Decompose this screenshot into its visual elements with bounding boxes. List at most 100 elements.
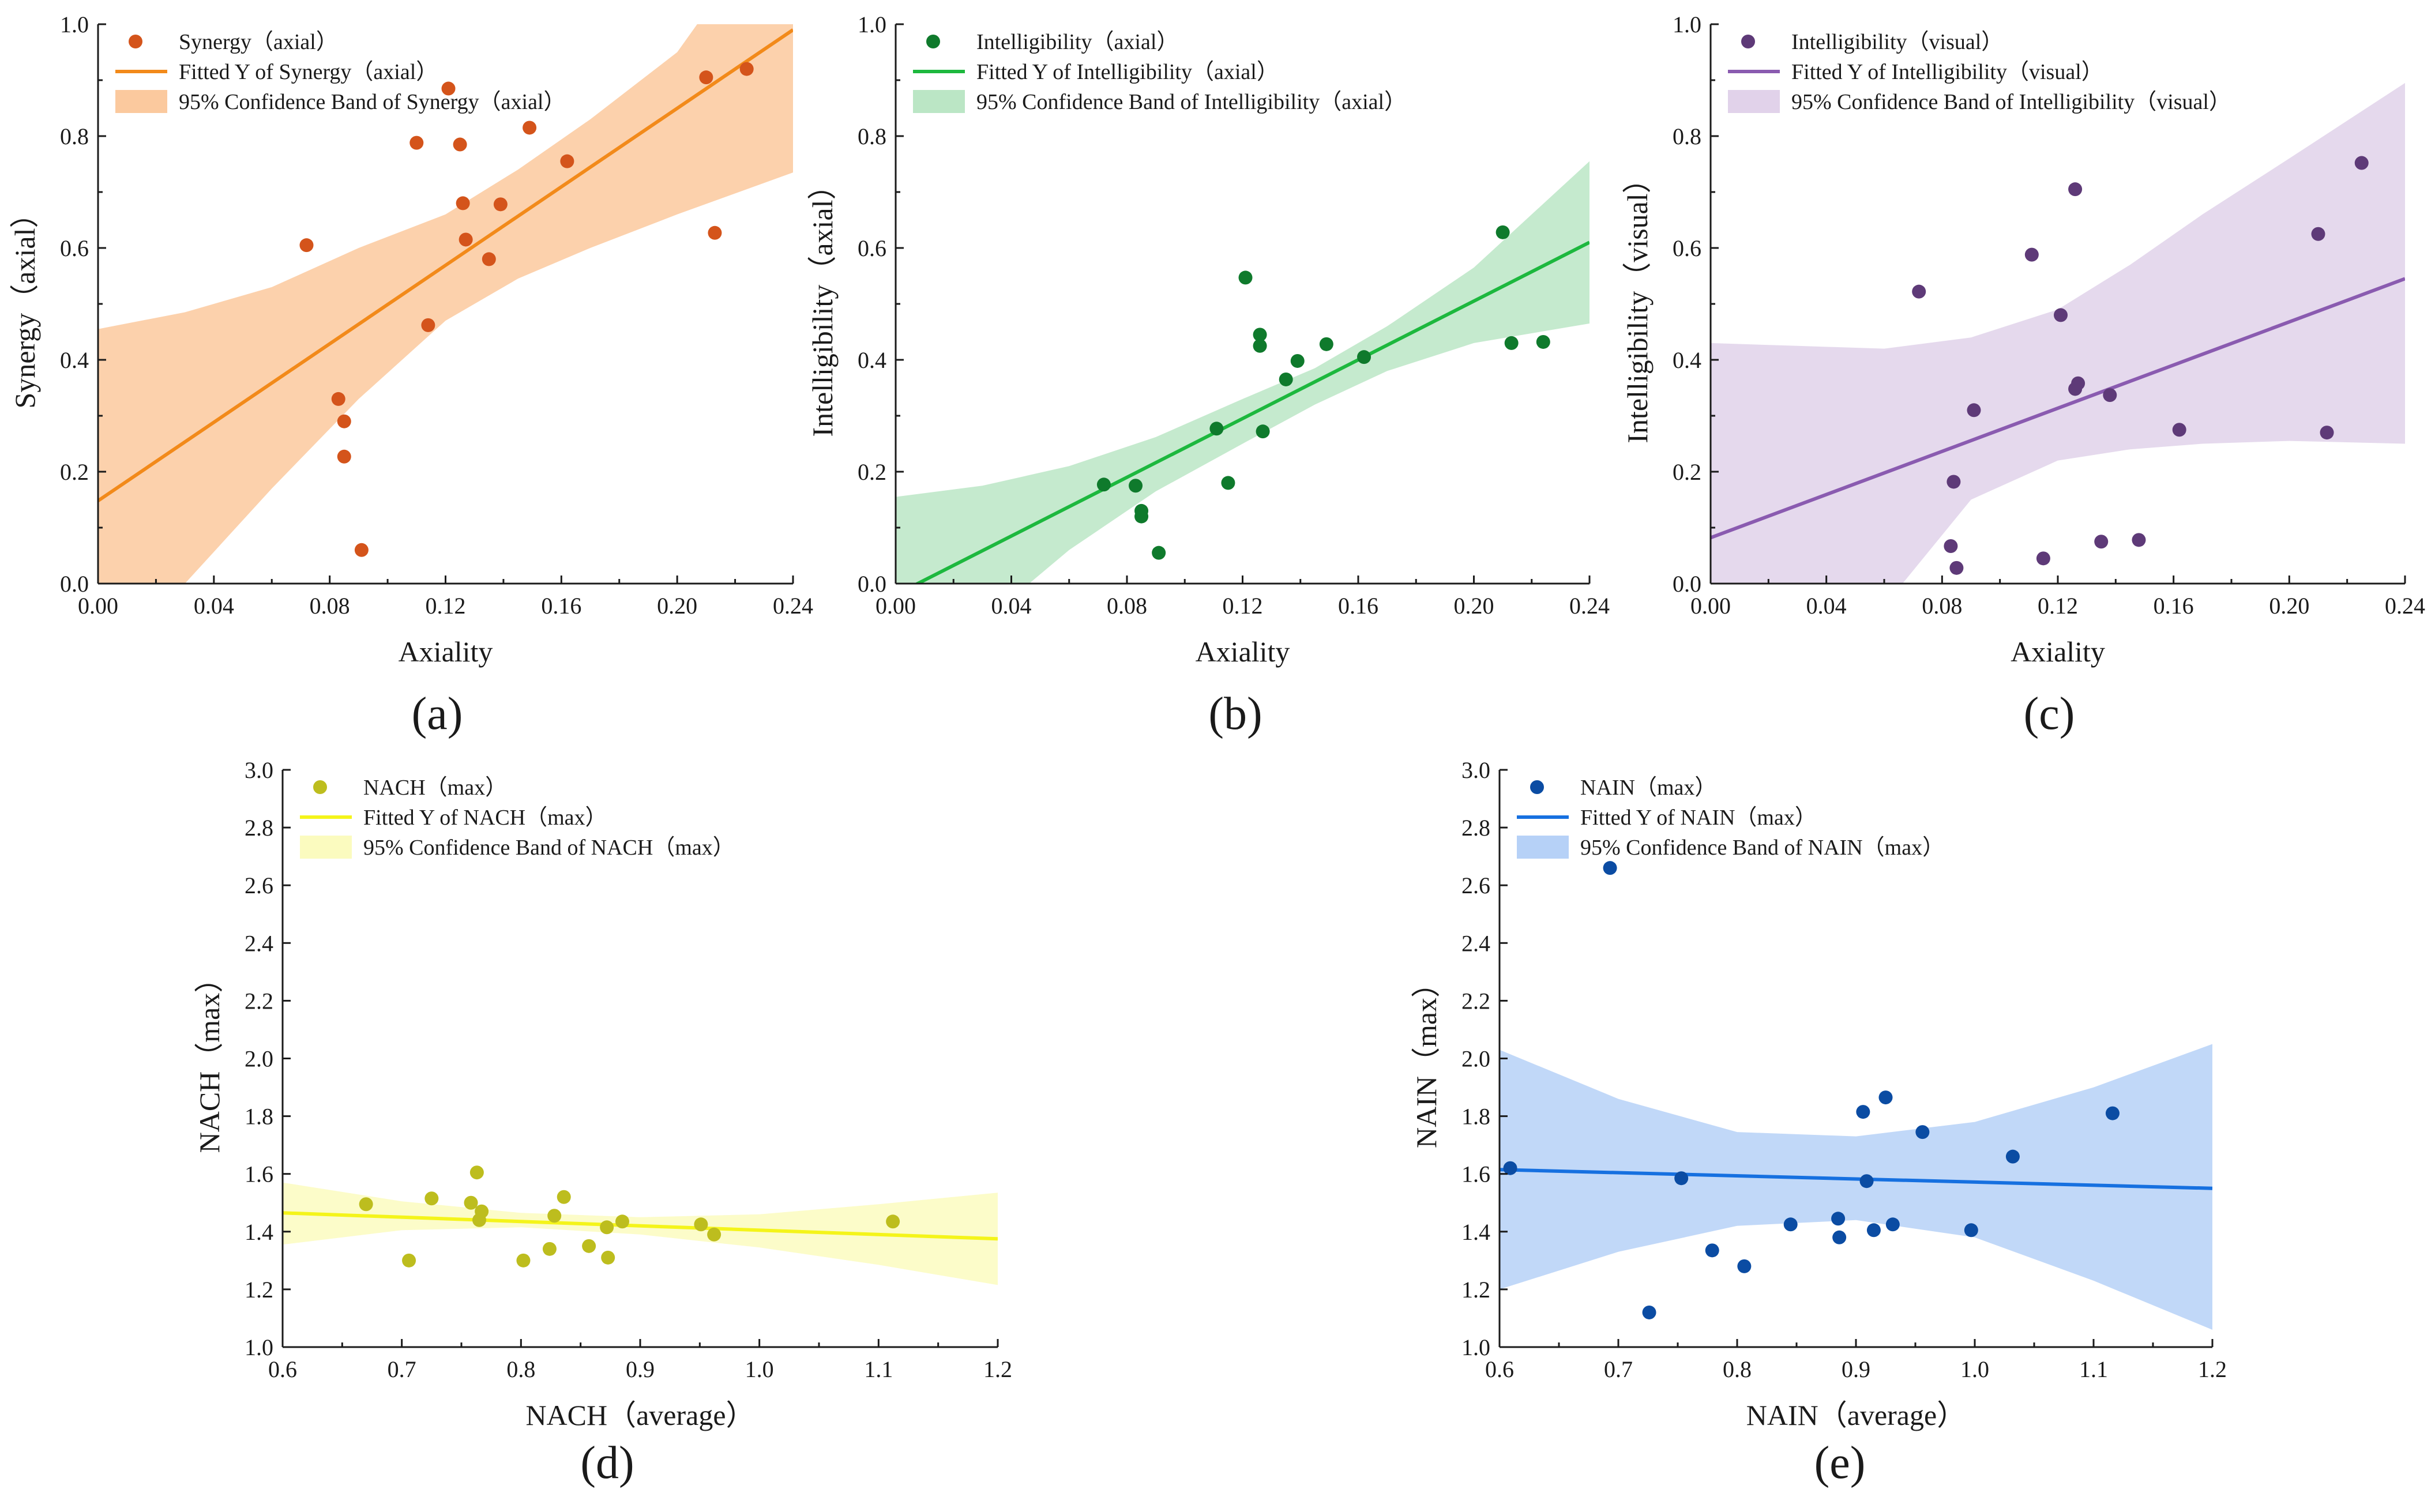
data-point-b — [1536, 334, 1550, 349]
fitted-line-b — [914, 240, 1589, 584]
x-tick-label-c: 0.24 — [2385, 593, 2425, 619]
y-tick-label-b: 0.6 — [858, 235, 886, 261]
confidence-band-e — [1500, 1044, 2212, 1330]
data-point-c — [1967, 403, 1981, 418]
x-tick-label-a: 0.04 — [194, 593, 234, 619]
panel-d: 0.6 0.7 0.8 0.9 1.0 1.1 1.2 1.0 1.2 1.4 1.6 1.8 2.0 2… — [193, 757, 1012, 1488]
data-point-c — [2132, 533, 2146, 547]
data-point-a — [560, 154, 574, 168]
x-tick-label-b: 0.16 — [1338, 593, 1378, 619]
x-tick-label-c: 0.20 — [2269, 593, 2309, 619]
confidence-band-b — [896, 161, 1589, 584]
legend-label-points: Synergy（axial） — [179, 30, 338, 54]
x-tick-label-e: 1.0 — [1960, 1356, 1989, 1382]
x-tick-label-e: 0.8 — [1723, 1356, 1752, 1382]
y-tick-label-d: 1.8 — [245, 1104, 273, 1130]
legend-label-fit: Fitted Y of NAIN（max） — [1580, 806, 1817, 830]
x-axis-label-c: Axiality — [2011, 635, 2105, 668]
y-tick-label-d: 2.2 — [245, 988, 273, 1014]
data-point-d — [886, 1214, 900, 1229]
legend-label-band: 95% Confidence Band of Synergy（axial） — [179, 90, 566, 114]
legend-label-band: 95% Confidence Band of Intelligibility（v… — [1791, 90, 2231, 114]
data-point-c — [2320, 426, 2334, 440]
y-tick-label-d: 2.8 — [245, 815, 273, 841]
data-point-a — [354, 543, 369, 557]
data-point-d — [469, 1165, 484, 1180]
x-tick-label-b: 0.12 — [1223, 593, 1263, 619]
legend-label-band: 95% Confidence Band of NACH（max） — [363, 836, 735, 860]
confidence-band-a — [98, 24, 793, 584]
panel-label-c: (c) — [2024, 689, 2075, 739]
data-point-d — [601, 1250, 615, 1265]
data-point-b — [1290, 353, 1305, 368]
data-point-d — [359, 1197, 373, 1212]
data-point-b — [1209, 422, 1224, 436]
data-point-a — [337, 449, 351, 464]
plot-area-b — [896, 161, 1589, 584]
y-tick-label-e: 2.4 — [1461, 930, 1490, 956]
panel-label-a: (a) — [412, 689, 463, 739]
x-axis-label-b: Axiality — [1196, 635, 1290, 668]
panel-e: 0.6 0.7 0.8 0.9 1.0 1.1 1.2 1.0 1.2 1.4 1.6 1.8 2.0 2… — [1410, 757, 2227, 1488]
x-tick-label-a: 0.20 — [657, 593, 697, 619]
data-point-d — [615, 1214, 629, 1229]
data-point-c — [2094, 535, 2109, 549]
data-point-a — [739, 62, 754, 76]
legend-label-band: 95% Confidence Band of Intelligibility（a… — [976, 90, 1406, 114]
panel-label-e: (e) — [1814, 1438, 1866, 1488]
data-point-b — [1152, 546, 1166, 560]
data-point-b — [1256, 424, 1270, 439]
data-point-d — [464, 1195, 478, 1210]
legend-band-swatch — [1517, 836, 1569, 859]
data-point-b — [1221, 476, 1235, 490]
x-axis-label-a: Axiality — [399, 635, 493, 668]
data-point-c — [2311, 227, 2325, 241]
legend-label-fit: Fitted Y of NACH（max） — [363, 806, 607, 830]
data-point-d — [557, 1190, 571, 1204]
plot-area-c — [1711, 82, 2405, 584]
y-tick-label-d: 2.4 — [245, 930, 273, 956]
plot-area-e — [1500, 861, 2212, 1330]
legend-b: Intelligibility（axial） Fitted Y of Intell… — [913, 30, 1406, 114]
x-tick-label-e: 0.9 — [1842, 1356, 1870, 1382]
data-point-d — [424, 1191, 439, 1206]
data-point-d — [542, 1242, 557, 1256]
data-point-e — [1915, 1125, 1930, 1139]
data-point-d — [402, 1253, 416, 1267]
data-point-e — [1642, 1305, 1656, 1319]
x-tick-label-b: 0.00 — [875, 593, 916, 619]
data-point-a — [337, 414, 351, 428]
data-point-e — [1737, 1259, 1752, 1273]
x-tick-label-c: 0.08 — [1922, 593, 1962, 619]
data-point-e — [1705, 1243, 1719, 1258]
legend-band-swatch — [300, 836, 352, 859]
data-point-b — [1129, 479, 1143, 493]
legend-band-swatch — [913, 90, 965, 113]
data-point-c — [1944, 539, 1958, 554]
x-tick-label-d: 1.2 — [983, 1356, 1012, 1382]
data-point-c — [2354, 156, 2369, 170]
data-point-a — [453, 137, 467, 152]
data-point-b — [1495, 225, 1510, 239]
plot-area-d — [283, 1165, 998, 1285]
data-point-a — [459, 232, 473, 247]
legend-band-swatch — [1728, 90, 1780, 113]
x-tick-label-d: 0.6 — [268, 1356, 297, 1382]
panel-b: 0.00 0.04 0.08 0.12 0.16 0.20 0.24 0.0 0.2 0.4 0.6… — [806, 12, 1610, 739]
x-tick-label-e: 1.1 — [2079, 1356, 2108, 1382]
y-tick-label-a: 0.8 — [60, 123, 89, 149]
data-point-b — [1357, 350, 1371, 364]
panel-a: 0.00 0.04 0.08 0.12 0.16 0.20 0.24 0.0 0.2 0.4 0.6… — [9, 12, 813, 739]
data-point-d — [516, 1253, 531, 1267]
data-point-d — [582, 1239, 596, 1253]
data-point-b — [1319, 337, 1333, 351]
data-point-d — [600, 1220, 614, 1235]
data-point-a — [493, 197, 508, 212]
y-tick-label-d: 1.2 — [245, 1277, 273, 1303]
legend-point-swatch — [313, 780, 327, 794]
data-point-e — [2105, 1106, 2120, 1120]
x-tick-label-c: 0.12 — [2038, 593, 2078, 619]
x-tick-label-a: 0.00 — [78, 593, 118, 619]
data-point-e — [1783, 1217, 1798, 1232]
